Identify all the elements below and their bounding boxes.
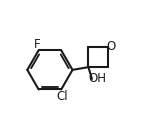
Text: Cl: Cl <box>57 89 68 102</box>
Text: O: O <box>106 40 116 53</box>
Text: OH: OH <box>88 72 106 85</box>
Text: F: F <box>34 38 41 51</box>
